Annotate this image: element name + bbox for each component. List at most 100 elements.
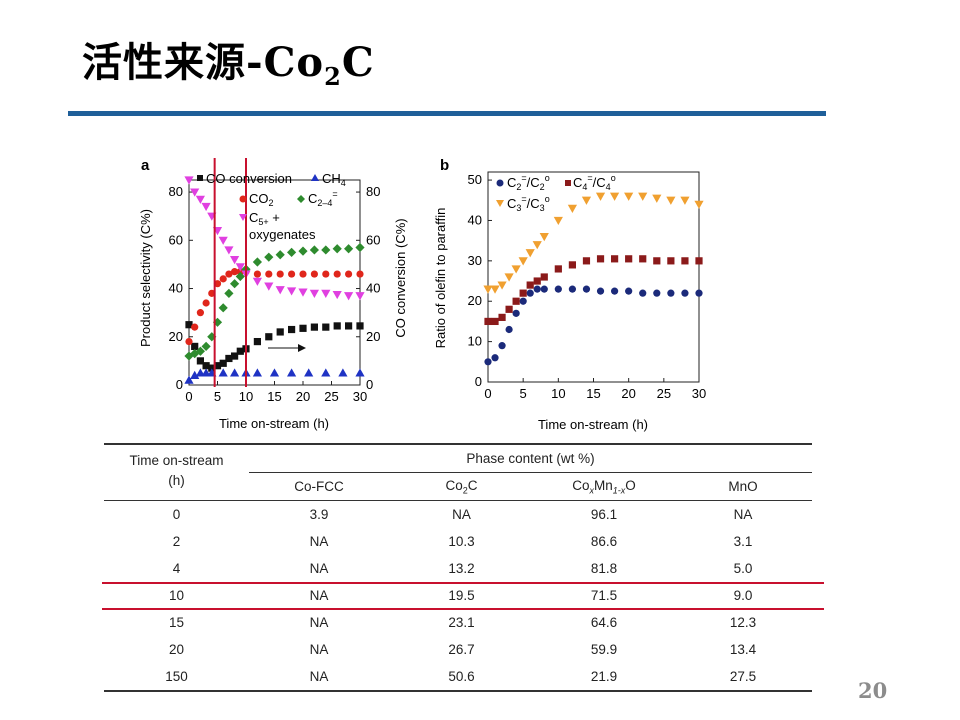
panel-a-point (218, 236, 228, 245)
table-cell: 4 (172, 561, 181, 576)
header-co2c: Co2C (389, 472, 534, 501)
legend-co-conversion-marker (197, 175, 203, 181)
panel-b-point (581, 196, 592, 205)
table-cell: NA (249, 663, 389, 692)
panel-a-point (264, 282, 274, 291)
panel-b-xlabel: Time on-stream (h) (538, 417, 648, 432)
table-header-row: Time on-stream (h) Phase content (wt %) (104, 444, 812, 501)
panel-b-point (568, 285, 577, 293)
table-cell: NA (733, 507, 753, 522)
panel-b-point (582, 257, 591, 265)
panel-b-point (484, 317, 492, 326)
panel-b-point (681, 289, 689, 297)
panel-b-ytick-label: 40 (468, 212, 482, 227)
table-cell: 81.8 (590, 561, 618, 576)
panel-b-point (540, 273, 548, 281)
legend-co2: CO2 (249, 191, 274, 208)
panel-b-point (652, 194, 662, 203)
panel-a-point (224, 246, 234, 255)
panel-b-point (553, 216, 563, 226)
table-cell: 27.5 (674, 663, 812, 692)
panel-b-point (498, 342, 506, 350)
panel-b-xtick-label: 5 (520, 386, 527, 401)
panel-b-ytick-label: 50 (468, 172, 482, 187)
panel-a-point (224, 288, 234, 298)
panel-a-point (355, 368, 365, 377)
panel-a-point (252, 368, 262, 377)
panel-a-point (184, 351, 194, 361)
panel-b-legend: C2=/C2o C4=/C4o C3=/C3o (496, 173, 616, 213)
table-row: 10 NA 19.5 71.5 9.0 (104, 582, 812, 609)
panel-b-point (694, 200, 704, 209)
table-body: 0 3.9 NA 96.1 NA 2 NA 10.3 86.6 3.1 4 NA 13.2 81.8 5.0… (104, 501, 812, 692)
panel-a-point (309, 289, 319, 298)
panel-b-point (554, 285, 562, 293)
table-cell: NA (452, 507, 471, 522)
panel-a-point (304, 368, 314, 377)
table-cell: 50.6 (389, 663, 534, 692)
panel-a-point (231, 268, 239, 276)
panel-b-xtick-label: 30 (692, 386, 706, 401)
panel-b-ytick-label: 10 (468, 334, 482, 349)
panel-a-point (191, 342, 199, 351)
panel-a-point (355, 292, 365, 301)
panel-a-point (230, 279, 240, 289)
table-cell: 3.9 (309, 507, 329, 522)
panel-a-point (298, 288, 308, 297)
panel-b-point (532, 241, 542, 250)
panel-a-point (344, 292, 354, 301)
panel-a-point (332, 244, 342, 254)
legend-co2-marker (239, 195, 247, 203)
panel-a-point (269, 368, 280, 377)
panel-a-point (287, 368, 297, 377)
panel-a-xtick-label: 25 (324, 389, 338, 404)
header-coxmn: CoxMn1-xO (534, 472, 674, 501)
slide-title: 活性来源-Co2C (82, 39, 375, 91)
legend-c24-marker (297, 195, 305, 203)
panel-b-point (667, 257, 675, 265)
header-mno: MnO (674, 472, 812, 501)
panel-b-point (540, 285, 548, 293)
panel-b-point (582, 285, 591, 293)
panel-a-point (202, 362, 210, 370)
panel-a-point (275, 286, 285, 295)
panel-a-point (288, 325, 296, 334)
panel-b-point (624, 192, 634, 201)
panel-b-point (512, 309, 520, 317)
panel-b-point (505, 325, 513, 334)
panel-b-point (595, 192, 606, 201)
panel-a-point (190, 188, 200, 197)
header-co-fcc: Co-FCC (249, 472, 389, 501)
table-cell: 5.0 (733, 561, 753, 576)
table-cell: 13.2 (448, 561, 475, 576)
panel-a-ylabel-right: CO conversion (C%) (393, 218, 408, 337)
panel-a-point (265, 333, 273, 341)
table-cell: 10 (168, 588, 185, 603)
panel-b-point (533, 285, 541, 293)
panel-a-point (195, 346, 205, 356)
table-cell: 13.4 (729, 642, 757, 657)
panel-b-point (680, 196, 690, 205)
table-cell: 19.5 (448, 588, 475, 603)
panel-a-point (287, 247, 297, 257)
panel-a-point (322, 270, 330, 278)
panel-b-point (625, 255, 633, 263)
legend-c2: C2=/C2o (507, 173, 550, 192)
panel-a-ytick-right-label: 20 (366, 329, 380, 344)
panel-a-point (276, 270, 284, 278)
panel-a-point (310, 323, 318, 331)
panel-a-point (333, 270, 341, 278)
table-row: 20 NA 26.7 59.9 13.4 (104, 636, 812, 663)
panel-a-legend: CO conversion CH4 CO2 C2–4= C5+ + oxygen… (197, 171, 346, 242)
legend-c3-marker (496, 200, 504, 207)
panel-a-point (356, 270, 364, 278)
table-cell: 96.1 (590, 507, 618, 522)
panel-b-point (695, 257, 703, 265)
panel-b-point (639, 255, 647, 263)
panel-a-label: a (141, 157, 150, 174)
panel-b-xtick-label: 0 (484, 386, 491, 401)
panel-a-point (195, 195, 205, 204)
panel-a-point (321, 289, 331, 298)
panel-b-point (518, 257, 528, 266)
